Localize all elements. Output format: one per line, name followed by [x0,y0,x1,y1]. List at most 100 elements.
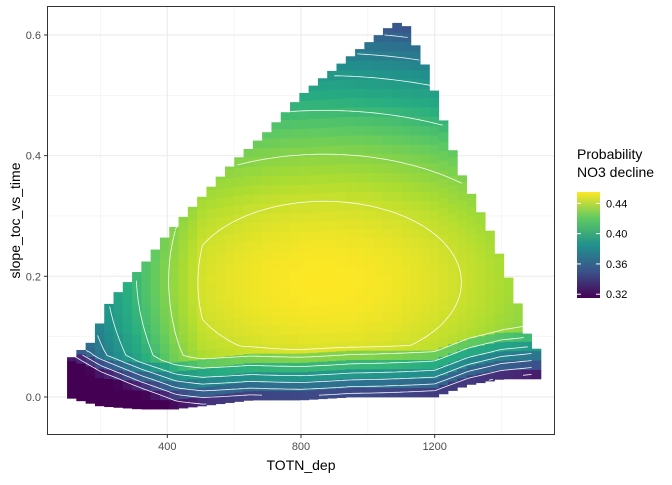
heatmap-tile [336,350,347,361]
heatmap-tile [299,250,310,260]
heatmap-tile [373,256,384,267]
heatmap-tile [373,350,384,360]
heatmap-tile [336,201,347,211]
heatmap-tile [197,218,207,229]
heatmap-tile [336,154,347,165]
heatmap-tile [392,191,402,201]
heatmap-tile [420,153,430,164]
heatmap-tile [503,277,514,286]
heatmap-tile [225,243,235,254]
heatmap-tile [197,293,207,304]
heatmap-tile [234,382,244,393]
heatmap-tile [104,397,114,408]
heatmap-tile [225,309,235,319]
heatmap-tile [187,266,198,277]
heatmap-tile [410,50,421,61]
heatmap-tile [531,369,542,380]
heatmap-tile [252,222,263,233]
heatmap-tile [206,217,217,228]
heatmap-tile [401,172,412,183]
heatmap-tile [420,331,430,342]
heatmap-tile [327,70,337,81]
heatmap-tiles [67,22,542,410]
heatmap-tile [215,282,226,292]
heatmap-tile [382,237,393,248]
heatmap-tile [429,191,440,201]
heatmap-tile [420,135,430,145]
heatmap-tile [225,224,235,235]
heatmap-tile [401,88,412,99]
heatmap-tile [280,371,291,382]
heatmap-tile [215,179,226,189]
heatmap-tile [336,238,347,249]
heatmap-tile [410,284,421,295]
heatmap-tile [345,172,356,183]
heatmap-tile [280,212,291,223]
heatmap-tile [382,219,393,230]
heatmap-tile [104,387,114,398]
heatmap-tile [308,156,319,166]
heatmap-tile [197,359,207,369]
heatmap-tile [197,196,207,201]
heatmap-tile [150,268,161,279]
heatmap-tile [457,237,467,248]
heatmap-tile [438,309,449,320]
heatmap-tile [345,219,356,230]
heatmap-tile [327,267,337,277]
heatmap-tile [290,194,300,205]
heatmap-tile [392,359,402,370]
heatmap-tile [234,279,244,290]
heatmap-tile [94,340,105,351]
heatmap-tile [420,88,430,99]
heatmap-tile [178,220,189,231]
heatmap-tile [280,362,291,373]
heatmap-tile [410,266,421,276]
heatmap-tile [410,312,421,323]
heatmap-tile [234,251,244,262]
heatmap-tile [187,247,198,258]
heatmap-tile [485,334,495,344]
heatmap-tile [364,237,375,248]
heatmap-tile [401,294,412,304]
heatmap-tile [94,349,105,360]
heatmap-tile [215,225,226,236]
heatmap-tile [280,175,291,186]
heatmap-tile [410,172,421,183]
heatmap-tile [178,379,189,390]
heatmap-tile [262,156,272,167]
heatmap-tile [438,337,449,348]
heatmap-tile [113,295,124,305]
heatmap-tile [252,212,263,223]
heatmap-tile [141,343,152,354]
heatmap-tile [401,284,412,295]
heatmap-tile [382,209,393,220]
heatmap-tile [438,122,449,133]
heatmap-tile [401,209,412,220]
heatmap-tile [373,284,384,295]
heatmap-tile [104,359,114,370]
heatmap-tile [392,266,402,276]
heatmap-tile [178,295,189,306]
heatmap-tile [327,276,337,287]
heatmap-tile [252,362,263,373]
heatmap-tile [457,312,467,323]
legend: Probability NO3 decline 0.44 0.40 0.36 0.32 [577,146,654,301]
heatmap-tile [327,126,337,137]
heatmap-tile [271,390,282,401]
heatmap-tile [280,287,291,298]
heatmap-tile [317,78,328,82]
heatmap-tile [262,166,272,176]
heatmap-tile [382,116,393,127]
heatmap-tile [429,200,440,211]
heatmap-tile [485,259,495,270]
heatmap-tile [317,221,328,231]
heatmap-tile [141,380,152,391]
heatmap-tile [336,378,347,389]
heatmap-tile [327,183,337,193]
heatmap-tile [271,287,282,298]
heatmap-tile [494,267,505,277]
heatmap-tile [345,275,356,286]
heatmap-tile [392,41,402,52]
heatmap-tile [290,203,300,214]
heatmap-tile [382,79,393,89]
